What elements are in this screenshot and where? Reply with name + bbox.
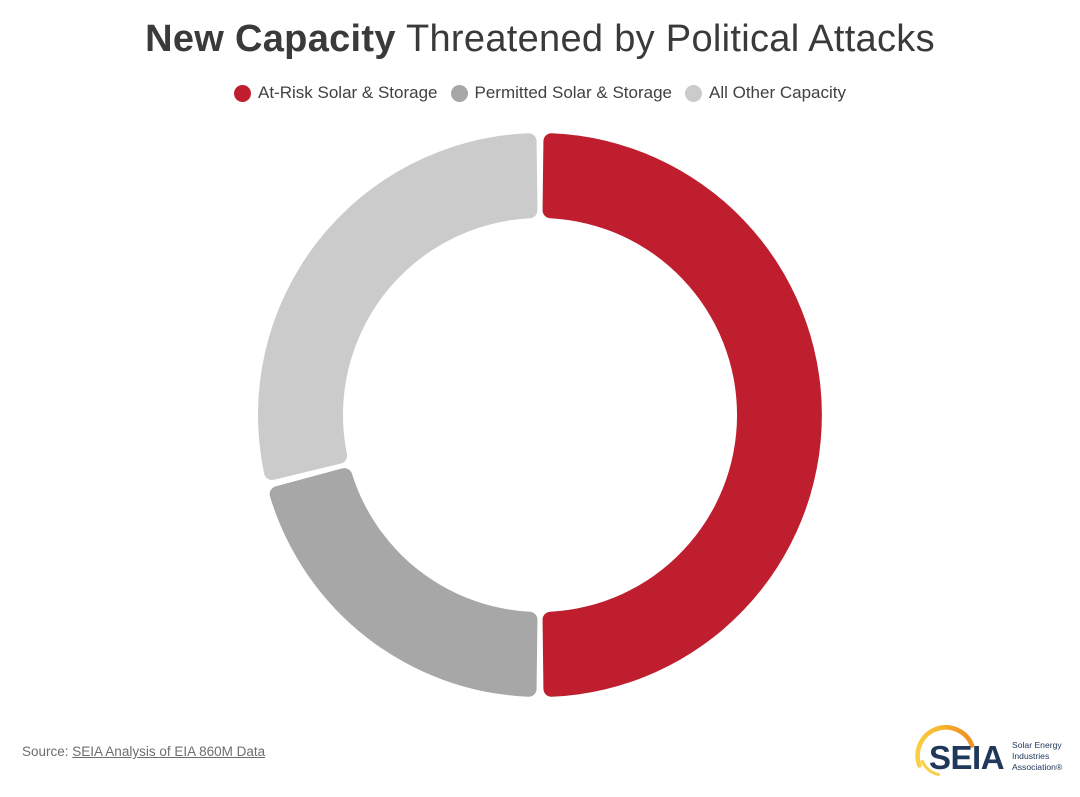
- source-prefix: Source:: [22, 744, 73, 759]
- legend-label-all-other: All Other Capacity: [709, 83, 846, 102]
- page-title: New Capacity Threatened by Political Att…: [0, 18, 1080, 61]
- donut-segment-at-risk-solar-storage: [542, 133, 822, 697]
- source-link[interactable]: SEIA Analysis of EIA 860M Data: [72, 744, 266, 759]
- seia-sun-swoosh-icon: [915, 725, 975, 776]
- source-note: Source: SEIA Analysis of EIA 860M Data: [22, 744, 265, 759]
- legend-label-at-risk: At-Risk Solar & Storage: [258, 83, 438, 102]
- seia-logo-name-line3: Association®: [1012, 762, 1063, 772]
- seia-logo-name-line2: Industries: [1012, 751, 1049, 761]
- title-rest: Threatened by Political Attacks: [395, 18, 935, 60]
- legend-swatch-all-other-icon: [685, 84, 702, 102]
- seia-logo-name-line1: Solar Energy: [1012, 740, 1062, 750]
- chart-legend: At-Risk Solar & Storage Permitted Solar …: [0, 83, 1080, 103]
- legend-item-all-other: All Other Capacity: [685, 83, 846, 103]
- title-emphasis: New Capacity: [145, 18, 396, 60]
- seia-logo-acronym: SEIA: [929, 739, 1004, 776]
- chart-area: [0, 118, 1080, 718]
- seia-logo: SEIA Solar Energy Industries Association…: [915, 725, 1063, 776]
- legend-swatch-permitted-icon: [450, 84, 468, 102]
- donut-chart: [257, 133, 822, 697]
- legend-item-at-risk: At-Risk Solar & Storage: [234, 83, 438, 103]
- donut-segment-all-other-capacity: [257, 133, 538, 481]
- legend-swatch-at-risk-icon: [234, 84, 251, 102]
- legend-label-permitted: Permitted Solar & Storage: [474, 83, 672, 102]
- seia-logo-name: Solar Energy Industries Association®: [1012, 740, 1063, 772]
- donut-segment-permitted-solar-storage: [269, 468, 538, 697]
- legend-item-permitted: Permitted Solar & Storage: [450, 83, 672, 103]
